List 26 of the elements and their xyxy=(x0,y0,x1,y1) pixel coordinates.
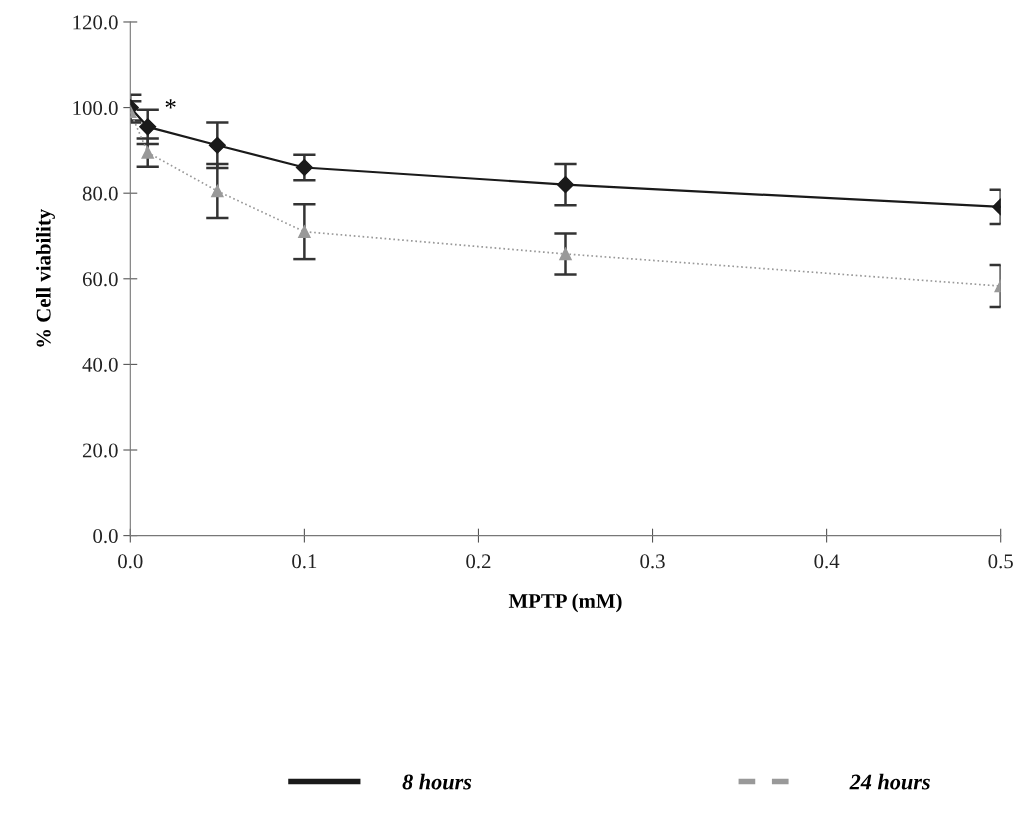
point xyxy=(295,158,313,177)
point xyxy=(208,136,226,154)
annotation: * xyxy=(165,99,176,109)
y-tick-label: 120.0 xyxy=(73,15,118,30)
point xyxy=(141,146,154,159)
point xyxy=(298,225,311,238)
x-tick-label: 0.1 xyxy=(292,554,317,569)
point xyxy=(139,118,157,136)
point xyxy=(556,176,575,194)
legend-label: 8 hours xyxy=(402,773,472,790)
x-tick-label: 0.3 xyxy=(640,554,665,569)
legend-label: 24 hours xyxy=(849,773,930,790)
x-tick-label: 0.4 xyxy=(814,554,840,569)
y-tick-label: 60.0 xyxy=(82,272,118,287)
x-tick-label: 0.5 xyxy=(988,554,1013,569)
point xyxy=(211,184,224,198)
y-tick-label: 100.0 xyxy=(73,100,118,116)
y-tick-label: 20.0 xyxy=(82,443,118,458)
y-axis-title: % Cell viability xyxy=(36,208,55,347)
point xyxy=(559,247,572,261)
y-tick-label: 0.0 xyxy=(93,528,118,544)
x-tick-label: 0.2 xyxy=(466,554,491,569)
y-tick-label: 80.0 xyxy=(82,186,118,201)
y-tick-label: 40.0 xyxy=(82,357,118,372)
x-tick-label: 0.0 xyxy=(118,554,143,569)
x-axis-title: MPTP (mM) xyxy=(508,593,622,613)
